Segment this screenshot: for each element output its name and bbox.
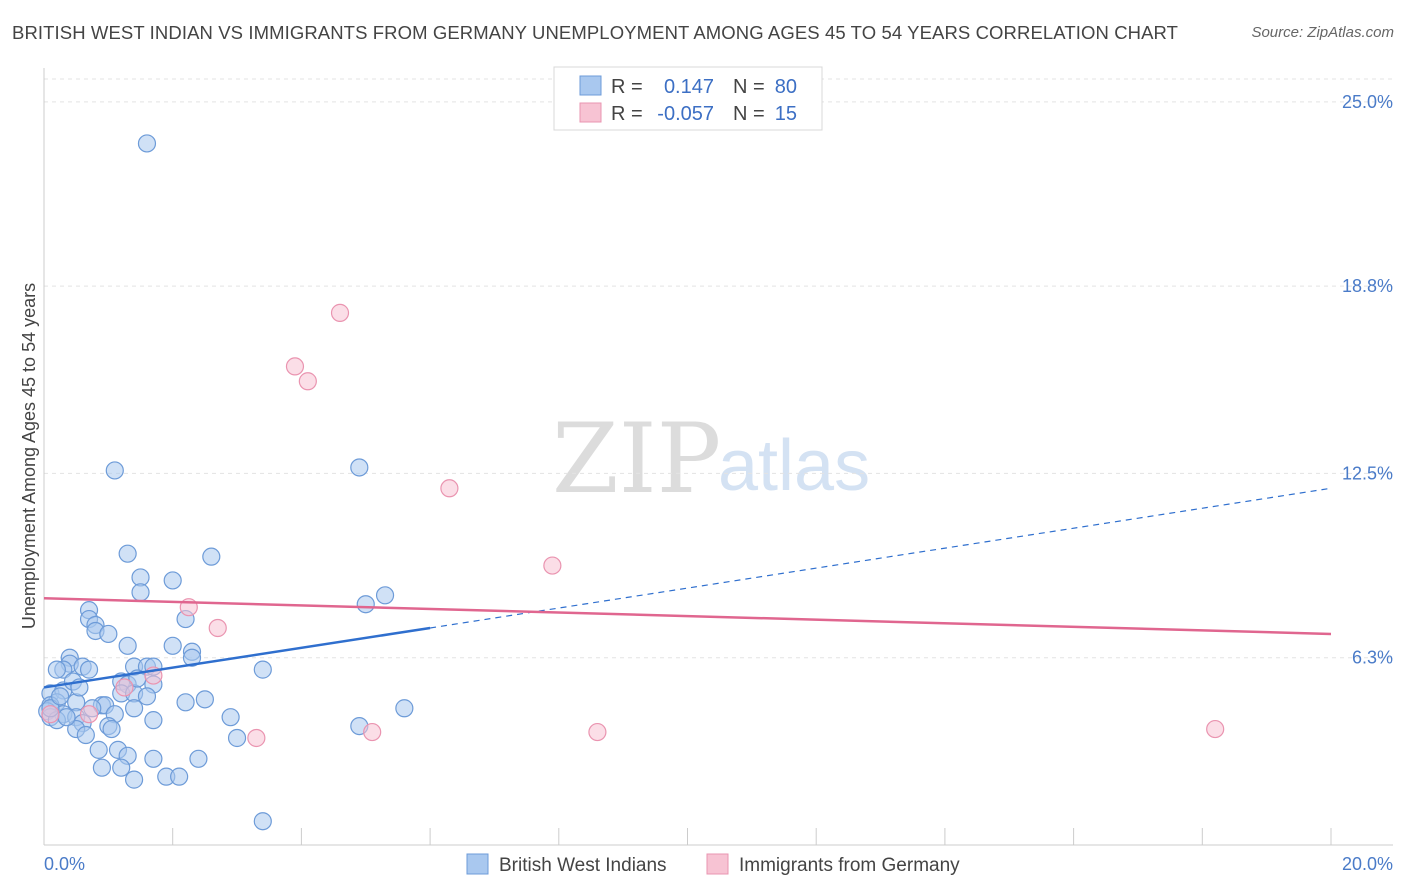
blue-point-58 [76,725,95,745]
blue-point-60 [89,740,108,759]
legend-n-label-pink: N = [733,103,765,125]
legend-r-label-blue: R = [611,76,643,98]
blue-point-69 [124,770,144,789]
pink-point-13 [588,722,607,742]
blue-point-43 [176,693,195,712]
blue-point-7 [131,583,150,602]
grid-lines [44,78,1393,659]
blue-point-68 [170,767,189,786]
pink-point-6 [208,618,227,638]
y-axis-title: Unemployment Among Ages 45 to 54 years [19,283,39,629]
blue-point-70 [253,812,272,831]
x-axis-ticks [43,828,1332,845]
legend-swatch-pink [579,102,602,123]
trend-line-blue-extension [430,487,1332,629]
legend-swatch-blue [579,75,602,96]
legend-n-label-blue: N = [733,76,765,98]
y-tick-label-1: 12.5% [1342,463,1393,483]
series-legend: British West Indians Immigrants from Ger… [466,853,960,876]
y-tick-label-3: 25.0% [1342,92,1393,112]
pink-point-4 [543,556,562,575]
bottom-legend-swatch-blue [466,853,489,875]
blue-point-64 [189,749,208,768]
trend-line-blue [43,626,431,689]
y-axis-tick-labels: 6.3% 12.5% 18.8% 25.0% [1342,92,1393,668]
chart-title: BRITISH WEST INDIAN VS IMMIGRANTS FROM G… [12,22,1179,43]
source-credit: Source: ZipAtlas.com [1251,24,1394,41]
blue-point-8 [375,586,395,605]
pink-point-11 [247,728,266,748]
blue-point-53 [144,711,163,730]
blue-point-6 [163,571,182,590]
blue-point-9 [356,595,375,614]
blue-point-63 [144,749,163,768]
blue-point-19 [182,648,202,667]
blue-point-76 [57,708,76,727]
blue-point-42 [124,699,144,718]
blue-point-78 [137,687,157,706]
legend-r-value-blue: 0.147 [664,76,714,98]
blue-point-25 [47,660,66,679]
blue-point-49 [221,708,240,727]
bottom-legend-label-blue: British West Indians [499,855,667,876]
blue-point-4 [202,547,221,566]
y-tick-label-2: 18.8% [1342,276,1393,296]
blue-point-59 [227,728,247,748]
legend-r-value-pink: -0.057 [657,103,714,125]
series-british-west-indians [38,134,414,831]
pink-point-14 [1206,719,1225,739]
watermark-zip: ZIP [552,403,721,515]
blue-point-0 [137,134,157,153]
pink-point-8 [115,678,134,697]
pink-point-3 [440,479,459,498]
blue-point-44 [395,699,414,718]
series-immigrants-from-germany [41,303,1225,748]
trend-line-pink [43,597,1332,636]
bottom-legend-label-pink: Immigrants from Germany [739,855,960,876]
x-tick-label-min: 0.0% [44,854,85,874]
pink-point-2 [298,372,317,391]
x-tick-label-max: 20.0% [1342,854,1393,874]
blue-point-3 [118,544,137,563]
blue-point-24 [79,660,99,679]
blue-point-66 [112,758,131,777]
pink-point-10 [41,705,60,724]
legend-n-value-blue: 80 [775,76,797,98]
pink-point-9 [79,705,99,724]
blue-point-79 [195,690,214,709]
blue-point-2 [350,458,369,477]
blue-point-29 [253,660,272,679]
watermark-atlas: atlas [718,426,870,506]
pink-point-0 [330,303,350,322]
blue-point-16 [118,636,137,655]
blue-point-72 [50,687,70,706]
legend-r-label-pink: R = [611,103,643,125]
blue-point-14 [99,624,118,644]
trend-lines [43,487,1332,689]
pink-point-1 [285,357,305,376]
bottom-legend-swatch-pink [706,853,729,875]
blue-point-57 [102,719,121,739]
correlation-legend: R = 0.147 N = 80 R = -0.057 N = 15 [553,66,823,131]
pink-point-12 [363,722,382,742]
blue-point-17 [163,636,182,655]
blue-point-1 [105,461,124,480]
y-tick-label-0: 6.3% [1352,648,1393,668]
legend-n-value-pink: 15 [775,103,797,125]
blue-point-65 [92,758,112,777]
